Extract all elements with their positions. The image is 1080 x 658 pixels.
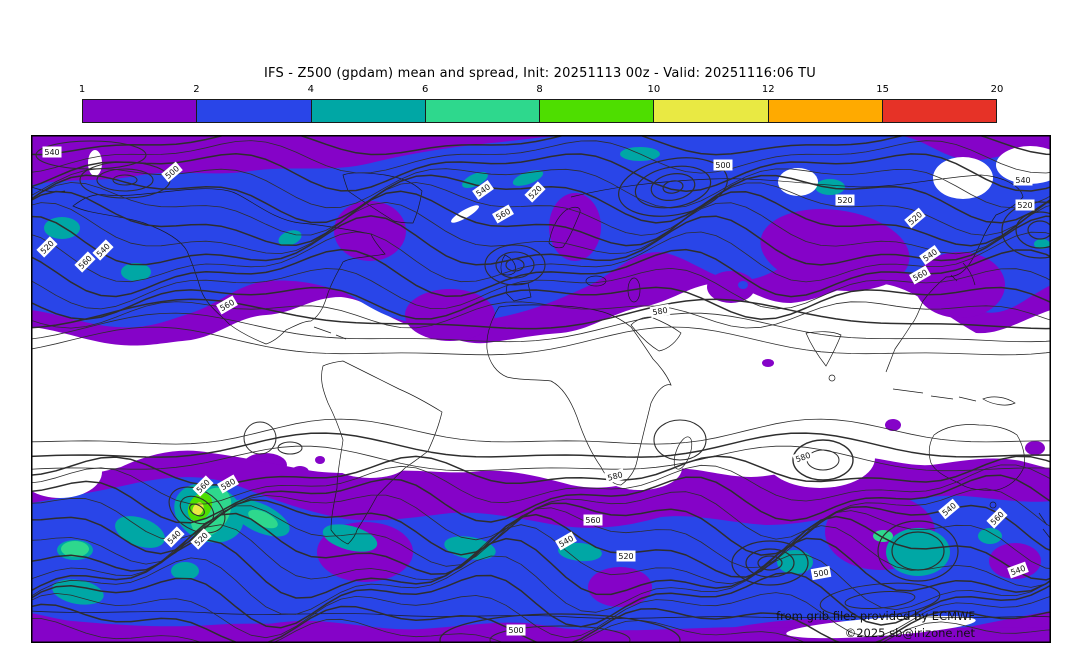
- colorbar-ticks: 1 2 4 6 8 10 12 15 20: [78, 84, 1004, 99]
- contour-label: 500: [713, 159, 733, 171]
- colorbar-tick-label: 2: [193, 84, 200, 95]
- colorbar-segment: [197, 100, 312, 122]
- svg-text:500: 500: [715, 161, 730, 170]
- contour-label: 580: [604, 468, 626, 484]
- svg-text:580: 580: [652, 306, 669, 318]
- contour-label: 500: [506, 624, 526, 636]
- svg-text:560: 560: [585, 516, 600, 525]
- colorbar-segment: [882, 100, 996, 122]
- colorbar: [82, 99, 997, 123]
- contour-label: 560: [583, 514, 603, 526]
- world-map: 540 500 520 560 540 560 540 520 560 500 540 520 520 5…: [31, 135, 1051, 643]
- contour-label: 580: [649, 303, 671, 319]
- closed-contours-layer: [35, 140, 1051, 643]
- svg-text:540: 540: [44, 148, 59, 157]
- svg-text:580: 580: [607, 470, 624, 483]
- spread-shading-layer: [31, 135, 1051, 643]
- colorbar-segment: [83, 100, 198, 122]
- colorbar-segment: [540, 100, 655, 122]
- svg-text:540: 540: [1015, 176, 1030, 185]
- svg-text:500: 500: [508, 626, 523, 635]
- contour-label: 580: [792, 448, 814, 466]
- colorbar-segment: [425, 100, 540, 122]
- contour-label: 520: [1015, 199, 1035, 211]
- colorbar-tick-label: 8: [536, 84, 543, 95]
- contour-lines-layer: [31, 135, 1051, 643]
- contour-label: 520: [835, 194, 855, 206]
- map-frame: [31, 135, 1051, 643]
- contour-label: 500: [810, 565, 832, 581]
- chart-title: IFS - Z500 (gpdam) mean and spread, Init…: [264, 66, 816, 81]
- colorbar-tick-label: 15: [876, 84, 889, 95]
- contour-label: 520: [616, 550, 636, 562]
- svg-text:520: 520: [1017, 201, 1032, 210]
- colorbar-tick-label: 4: [307, 84, 314, 95]
- colorbar-tick-label: 6: [421, 84, 429, 95]
- contour-label: 540: [1007, 561, 1029, 579]
- colorbar-tick-label: 20: [990, 84, 1004, 95]
- contour-label: 540: [42, 146, 62, 158]
- svg-text:500: 500: [813, 568, 830, 580]
- svg-text:520: 520: [837, 196, 852, 205]
- grib-credit-text: from grib files provided by ECMWF: [776, 609, 975, 623]
- colorbar-tick-label: 12: [761, 84, 775, 95]
- colorbar-tick-label: 10: [647, 84, 661, 95]
- colorbar-segment: [311, 100, 426, 122]
- svg-text:520: 520: [618, 552, 633, 561]
- contour-label: 540: [1013, 174, 1033, 186]
- colorbar-tick-label: 1: [78, 84, 86, 95]
- colorbar-segment: [654, 100, 769, 122]
- copyright-text: ©2025 sb@irizone.net: [844, 626, 975, 640]
- colorbar-segment: [768, 100, 883, 122]
- spread-colorbar: 1 2 4 6 8 10 12 15 20: [78, 84, 1004, 123]
